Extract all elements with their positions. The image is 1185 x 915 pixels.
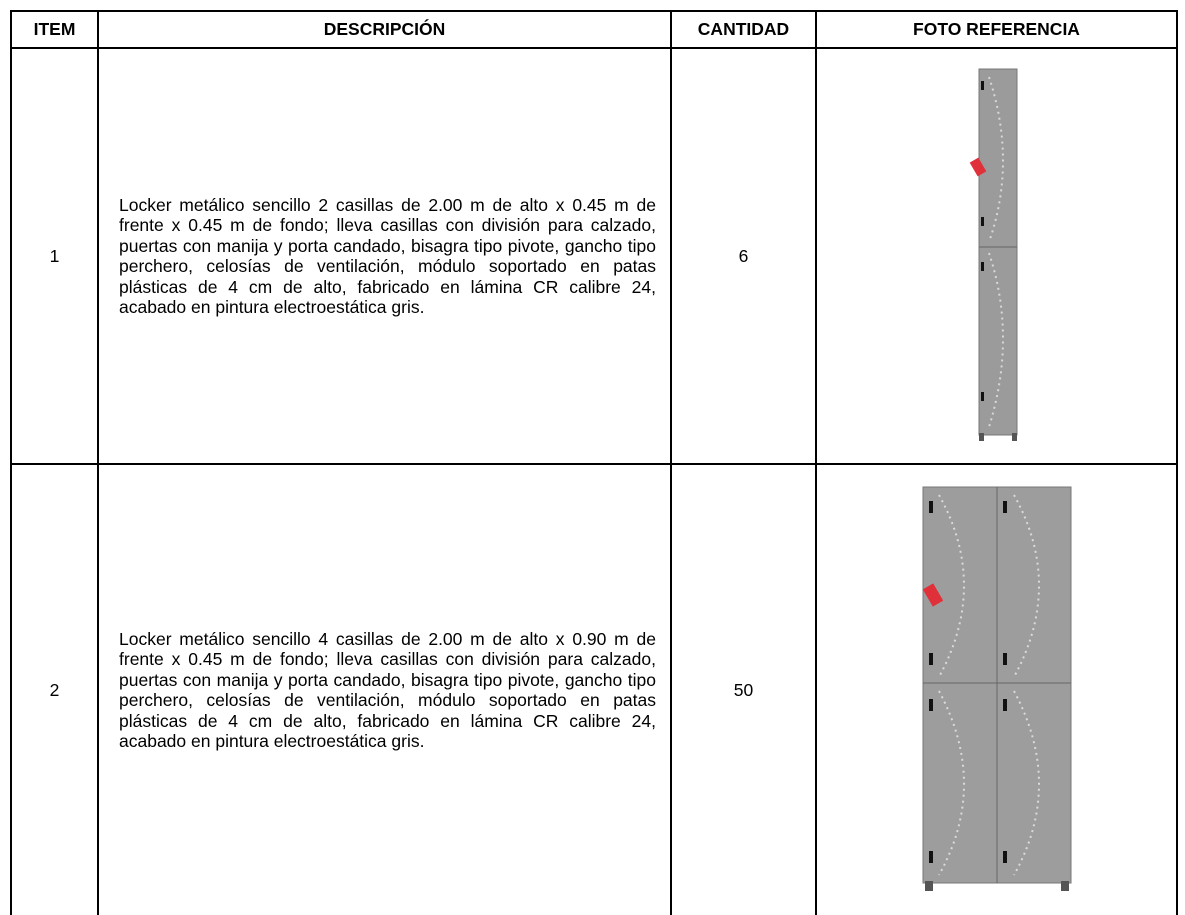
handle [928, 501, 933, 513]
handle [980, 217, 984, 226]
leg [1060, 881, 1069, 891]
handle [1002, 653, 1007, 665]
handle [980, 392, 984, 401]
item-cell: 2 [10, 463, 99, 915]
header-row: ITEM DESCRIPCIÓN CANTIDAD FOTO REFERENCI… [10, 10, 1178, 49]
header-cell: ITEM [10, 10, 99, 49]
description-cell: Locker metálico sencillo 2 casillas de 2… [97, 47, 672, 465]
locker-body [978, 68, 1017, 436]
handle [928, 699, 933, 711]
handle [928, 653, 933, 665]
vents [987, 76, 1004, 428]
header-cell: CANTIDAD [670, 10, 817, 49]
leg [1011, 433, 1017, 441]
photo-cell [815, 463, 1178, 915]
row: 2 Locker metálico sencillo 4 casillas de… [10, 463, 1178, 915]
header-cell: DESCRIPCIÓN [97, 10, 672, 49]
quantity-cell: 50 [670, 463, 817, 915]
header-cell: FOTO REFERENCIA [815, 10, 1178, 49]
tag [969, 157, 986, 177]
photo-cell [815, 47, 1178, 465]
row: 1 Locker metálico sencillo 2 casillas de… [10, 47, 1178, 465]
handle [1002, 501, 1007, 513]
handle [928, 851, 933, 863]
leg [978, 433, 984, 441]
tag [922, 583, 943, 607]
locker-photo [969, 68, 1017, 441]
leg [924, 881, 933, 891]
description-cell: Locker metálico sencillo 4 casillas de 2… [97, 463, 672, 915]
handle [980, 262, 984, 271]
handle [1002, 699, 1007, 711]
items-table: ITEM DESCRIPCIÓN CANTIDAD FOTO REFERENCI… [10, 10, 1178, 915]
handle [980, 81, 984, 90]
item-cell: 1 [10, 47, 99, 465]
quantity-cell: 6 [670, 47, 817, 465]
handle [1002, 851, 1007, 863]
locker-photo [922, 486, 1071, 891]
